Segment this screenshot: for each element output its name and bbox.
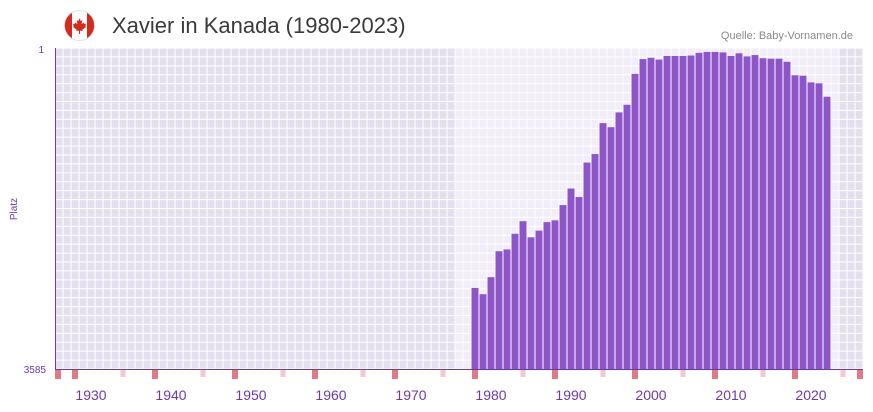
bar-2009	[719, 52, 727, 369]
year-marker-1974	[440, 370, 446, 377]
bar-1990	[567, 188, 575, 369]
year-marker-1984	[520, 370, 526, 377]
bar-1997	[623, 104, 631, 369]
x-tick-1930: 1930	[75, 387, 106, 403]
year-marker-1934	[120, 370, 126, 377]
bar-2007	[703, 51, 711, 369]
year-marker-1928	[72, 370, 78, 379]
x-tick-1960: 1960	[315, 387, 346, 403]
bar-1984	[519, 221, 527, 369]
bar-1993	[591, 154, 599, 369]
x-tick-1980: 1980	[475, 387, 506, 403]
bar-1985	[527, 237, 535, 369]
bar-1983	[511, 233, 519, 369]
year-marker-1944	[200, 370, 206, 377]
bar-2011	[735, 53, 743, 369]
year-marker-1968	[392, 370, 398, 379]
bar-2004	[679, 55, 687, 370]
bar-2013	[751, 55, 759, 369]
bar-2001	[655, 59, 663, 369]
bar-1980	[487, 277, 495, 369]
year-marker-1988	[552, 370, 558, 379]
bar-2012	[743, 56, 751, 369]
bar-1987	[543, 222, 551, 369]
bar-2005	[687, 55, 695, 369]
y-tick-top: 1	[38, 45, 44, 56]
y-tick-bottom: 3585	[24, 365, 47, 376]
bar-1979	[479, 294, 487, 369]
bar-2014	[759, 58, 767, 369]
bar-1978	[471, 287, 479, 369]
x-tick-1990: 1990	[555, 387, 586, 403]
bar-2018	[791, 75, 799, 370]
bar-2003	[671, 55, 679, 370]
x-tick-labels: 1930 1940 1950 1960 1970 1980 1990 2000 2010 2020	[75, 387, 826, 403]
chart-title: Xavier in Kanada (1980-2023)	[112, 13, 406, 38]
bar-1981	[495, 251, 503, 369]
bar-1998	[631, 73, 639, 369]
year-markers	[55, 370, 863, 379]
year-marker-2008	[712, 370, 718, 379]
year-marker-1938	[152, 370, 158, 379]
bar-1995	[607, 127, 615, 369]
bar-1989	[559, 205, 567, 369]
year-marker-1998	[632, 370, 638, 379]
bar-1986	[535, 230, 543, 369]
bar-2020	[807, 82, 815, 370]
bar-2022	[823, 96, 831, 370]
year-marker-1994	[600, 370, 606, 377]
year-marker-1954	[280, 370, 286, 377]
year-marker-1964	[360, 370, 366, 377]
x-tick-2000: 2000	[635, 387, 666, 403]
bar-2019	[799, 75, 807, 369]
bar-1991	[575, 197, 583, 369]
canada-flag-icon	[64, 10, 95, 41]
axis-start-marker	[55, 370, 61, 379]
bar-2006	[695, 52, 703, 370]
x-tick-1950: 1950	[235, 387, 266, 403]
year-marker-2014	[760, 370, 766, 377]
year-marker-1958	[312, 370, 318, 379]
year-marker-1948	[232, 370, 238, 379]
axis-end-marker	[857, 370, 863, 379]
year-marker-2004	[680, 370, 686, 377]
x-tick-2020: 2020	[795, 387, 826, 403]
bar-2015	[767, 58, 775, 369]
bar-1996	[615, 112, 623, 370]
bar-2000	[647, 57, 655, 370]
source-credit: Quelle: Baby-Vornamen.de	[720, 30, 853, 42]
bar-2010	[727, 55, 735, 370]
x-tick-2010: 2010	[715, 387, 746, 403]
bar-1992	[583, 162, 591, 369]
year-marker-2018	[792, 370, 798, 379]
x-tick-1970: 1970	[395, 387, 426, 403]
x-tick-1940: 1940	[155, 387, 186, 403]
bar-2021	[815, 83, 823, 369]
bar-1994	[599, 123, 607, 370]
year-marker-2024	[840, 370, 846, 377]
bar-1999	[639, 59, 647, 370]
y-axis-label: Platz	[9, 198, 20, 220]
bar-2008	[711, 51, 719, 369]
bar-series	[471, 51, 831, 370]
year-marker-1978	[472, 370, 478, 379]
bar-2017	[783, 61, 791, 369]
bar-2016	[775, 58, 783, 369]
bar-2002	[663, 55, 671, 370]
bar-1982	[503, 249, 511, 369]
bar-1988	[551, 220, 559, 369]
